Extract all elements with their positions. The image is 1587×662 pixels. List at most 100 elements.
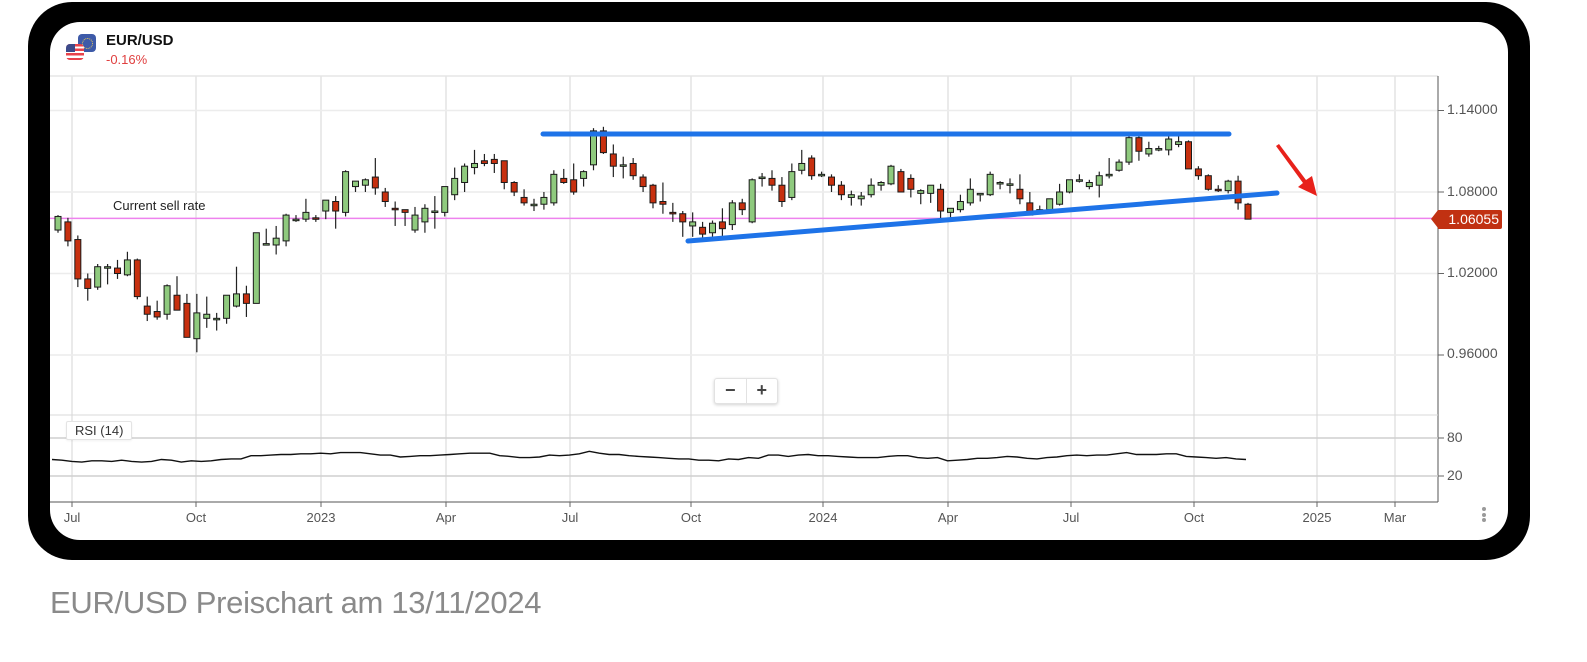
candle-body bbox=[1085, 181, 1093, 188]
candle-body bbox=[639, 176, 647, 188]
candle-body bbox=[1056, 191, 1064, 205]
candle-body bbox=[768, 177, 776, 186]
candle-body bbox=[1155, 148, 1163, 151]
candle-body bbox=[1204, 175, 1212, 190]
candle-body bbox=[728, 202, 736, 226]
candle-body bbox=[808, 157, 816, 177]
candle-body bbox=[1115, 161, 1123, 171]
candle-body bbox=[1016, 188, 1024, 200]
candle-body bbox=[262, 243, 270, 246]
candle-body bbox=[1165, 138, 1173, 151]
candle-body bbox=[788, 171, 796, 198]
candle-body bbox=[74, 239, 82, 280]
candle-body bbox=[471, 162, 478, 169]
candle-body bbox=[223, 294, 231, 319]
candle-body bbox=[1234, 180, 1242, 204]
candle-body bbox=[758, 176, 766, 180]
candle-body bbox=[828, 176, 835, 186]
candle-body bbox=[798, 162, 806, 171]
candle-body bbox=[252, 232, 260, 304]
vertical-dots-icon[interactable] bbox=[1482, 507, 1486, 524]
candle-body bbox=[1075, 179, 1083, 182]
candle-body bbox=[897, 171, 905, 193]
rsi-indicator-label[interactable]: RSI (14) bbox=[66, 421, 133, 440]
support-trendline bbox=[685, 190, 1280, 244]
candle-body bbox=[659, 201, 667, 205]
candle-body bbox=[540, 196, 548, 205]
candle-body bbox=[431, 210, 439, 214]
candle-body bbox=[1194, 168, 1202, 177]
candle-body bbox=[292, 218, 300, 222]
candle-body bbox=[1224, 180, 1232, 192]
candle-body bbox=[570, 179, 578, 193]
zoom-out-button[interactable]: − bbox=[724, 380, 736, 400]
candle-body bbox=[441, 186, 449, 213]
candle-body bbox=[242, 293, 250, 304]
candle-body bbox=[342, 171, 350, 213]
candle-body bbox=[480, 160, 488, 164]
candle-body bbox=[976, 192, 984, 196]
candle-body bbox=[371, 176, 379, 189]
candle-body bbox=[312, 217, 320, 220]
rsi-line bbox=[51, 450, 1247, 463]
x-tick-label: Oct bbox=[1183, 510, 1205, 525]
x-tick-label: 2024 bbox=[808, 510, 838, 525]
x-tick-label: 2023 bbox=[306, 510, 336, 525]
candle-body bbox=[233, 293, 240, 307]
candle-body bbox=[847, 194, 855, 198]
candle-body bbox=[282, 214, 290, 242]
rsi-tick-label: 80 bbox=[1447, 429, 1463, 445]
candle-body bbox=[1244, 203, 1252, 220]
x-tick-label: Mar bbox=[1383, 510, 1407, 525]
y-tick-label: 1.08000 bbox=[1447, 183, 1498, 199]
x-tick-label: Oct bbox=[680, 510, 702, 525]
down-arrow-icon bbox=[1276, 144, 1317, 196]
y-tick-label: 1.02000 bbox=[1447, 264, 1498, 280]
candle-body bbox=[1145, 148, 1153, 155]
candle-body bbox=[689, 221, 697, 227]
chart-caption: EUR/USD Preischart am 13/11/2024 bbox=[50, 585, 542, 620]
candle-body bbox=[907, 177, 915, 190]
x-tick-label: Jul bbox=[63, 510, 81, 525]
candle-body bbox=[580, 171, 588, 179]
candle-body bbox=[332, 201, 340, 212]
candle-body bbox=[64, 221, 72, 242]
candle-body bbox=[649, 184, 657, 204]
candle-body bbox=[877, 181, 885, 186]
candle-body bbox=[599, 130, 607, 154]
candle-body bbox=[778, 184, 786, 203]
rsi-tick-label: 20 bbox=[1447, 467, 1463, 483]
zoom-in-button[interactable]: + bbox=[745, 379, 778, 403]
zoom-controls: − + bbox=[714, 378, 778, 404]
x-tick-label: Jul bbox=[561, 510, 579, 525]
candle-body bbox=[183, 302, 191, 338]
candle-body bbox=[1105, 173, 1113, 177]
candle-body bbox=[629, 162, 637, 177]
x-tick-label: Oct bbox=[185, 510, 207, 525]
candle-body bbox=[947, 207, 954, 213]
candle-body bbox=[550, 173, 558, 204]
x-tick-label: 2025 bbox=[1302, 510, 1332, 525]
candle-body bbox=[163, 285, 171, 315]
candle-body bbox=[738, 202, 746, 211]
candle-body bbox=[748, 179, 756, 223]
candle-body bbox=[590, 130, 597, 166]
candle-body bbox=[1095, 175, 1103, 186]
candle-body bbox=[709, 222, 716, 234]
candle-body bbox=[272, 237, 280, 246]
candle-body bbox=[560, 177, 568, 183]
candle-body bbox=[401, 209, 409, 213]
y-tick-label: 0.96000 bbox=[1447, 345, 1498, 361]
candle-body bbox=[937, 188, 945, 212]
candle-body bbox=[996, 181, 1004, 185]
candle-body bbox=[391, 207, 399, 211]
candle-body bbox=[986, 173, 994, 196]
candle-body bbox=[619, 164, 627, 167]
candle-body bbox=[867, 184, 875, 196]
candle-body bbox=[1185, 141, 1192, 170]
candle-body bbox=[322, 199, 330, 212]
candle-body bbox=[381, 191, 389, 203]
candle-body bbox=[94, 266, 102, 288]
x-tick-label: Apr bbox=[435, 510, 457, 525]
